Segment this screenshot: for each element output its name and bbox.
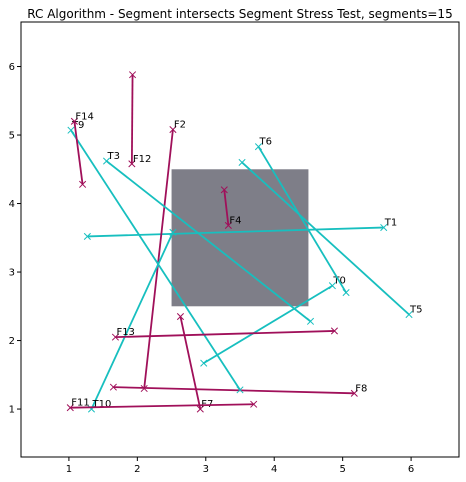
- segment-label: T9: [71, 120, 84, 131]
- y-tick-label: 5: [9, 131, 15, 142]
- segment-label: T5: [409, 305, 422, 316]
- segment-f4: F4: [220, 186, 241, 230]
- segment-line: [223, 189, 230, 226]
- segment-f14: F14: [70, 111, 94, 188]
- segment-endpoint-marker: [196, 405, 204, 413]
- segment-line: [70, 129, 241, 391]
- segment-endpoint-marker: [111, 333, 119, 341]
- segment-endpoint-marker: [83, 232, 91, 240]
- chart-title: RC Algorithm - Segment intersects Segmen…: [27, 7, 452, 21]
- axis-ticks: 1 2 3 4 5 6 1 2 3 4 5 6: [9, 62, 415, 475]
- segment-line: [179, 316, 202, 410]
- segment-endpoint-marker: [238, 158, 246, 166]
- segment-endpoint-marker: [102, 157, 111, 165]
- segment-line: [105, 160, 312, 323]
- segment-line: [73, 121, 84, 185]
- segment-endpoint-marker: [254, 143, 263, 151]
- segment-t6: T6: [254, 137, 350, 297]
- segment-label: F13: [116, 327, 134, 338]
- segment-endpoint-marker: [342, 289, 350, 297]
- segment-label: T3: [107, 151, 120, 162]
- segment-line: [257, 146, 347, 294]
- segment-endpoint-marker: [79, 180, 87, 188]
- segment-endpoint-marker: [200, 359, 208, 367]
- segment-f8: F8: [109, 383, 367, 397]
- segment-f11: F11: [66, 398, 258, 412]
- x-tick-label: 2: [134, 464, 140, 475]
- segment-endpoint-marker: [405, 310, 413, 319]
- y-tick-label: 3: [9, 268, 15, 279]
- segment-endpoint-marker: [128, 160, 136, 168]
- segment-line: [113, 386, 355, 395]
- segment-endpoint-marker: [169, 228, 177, 236]
- segment-label: F8: [355, 383, 367, 394]
- x-tick-label: 3: [203, 464, 209, 475]
- segment-label: F14: [75, 111, 93, 122]
- segment-line: [130, 74, 134, 164]
- segment-endpoint-marker: [220, 186, 228, 194]
- segment-label: F2: [174, 120, 186, 131]
- segment-label: T1: [384, 218, 397, 229]
- segment-f7: F7: [176, 313, 213, 413]
- segment-endpoint-marker: [350, 389, 358, 397]
- segment-label: T6: [258, 137, 271, 148]
- segment-line: [90, 231, 174, 410]
- segment-label: F4: [229, 215, 241, 226]
- segment-endpoint-marker: [66, 404, 74, 412]
- segment-endpoint-marker: [328, 282, 336, 290]
- y-tick-label: 1: [9, 405, 15, 416]
- segment-label: T10: [91, 399, 111, 410]
- segment-endpoint-marker: [330, 327, 338, 335]
- segment-label: F12: [133, 154, 151, 165]
- segment-endpoint-marker: [250, 400, 258, 408]
- query-rectangle: [171, 169, 309, 307]
- segment-t10: T10: [87, 228, 177, 413]
- y-tick-label: 6: [9, 62, 15, 73]
- segment-endpoint-marker: [176, 313, 185, 321]
- segment-endpoint-marker: [109, 383, 117, 391]
- segment-line: [70, 403, 254, 409]
- segment-f12: F12: [128, 71, 151, 168]
- y-tick-label: 4: [9, 199, 15, 210]
- segment-endpoint-marker: [380, 223, 388, 232]
- segment-endpoint-marker: [169, 125, 177, 134]
- segment-line: [241, 161, 410, 316]
- plot-area-frame: [20, 21, 460, 458]
- segment-endpoint-marker: [67, 126, 75, 134]
- segment-endpoint-marker: [70, 117, 78, 125]
- segment-f13: F13: [111, 327, 338, 341]
- segment-t5: T5: [238, 158, 423, 319]
- x-tick-label: 1: [66, 464, 72, 475]
- segment-endpoint-marker: [128, 71, 137, 79]
- x-tick-label: 4: [271, 464, 277, 475]
- segment-t3: T3: [102, 151, 315, 325]
- segment-t1: T1: [83, 218, 397, 240]
- x-tick-label: 6: [408, 464, 414, 475]
- y-tick-label: 2: [9, 336, 15, 347]
- segment-line: [143, 129, 174, 389]
- segment-line: [87, 226, 384, 238]
- segment-line: [115, 330, 335, 339]
- x-tick-label: 5: [339, 464, 345, 475]
- segment-t9: T9: [67, 120, 244, 394]
- segment-endpoint-marker: [236, 386, 244, 394]
- segment-label: F11: [71, 398, 89, 409]
- segment-endpoint-marker: [306, 317, 315, 325]
- plot-area: T0T1F2T3F4T5T6F7F8T9T10F11F12F13F14: [66, 71, 423, 413]
- segment-line: [203, 284, 333, 364]
- segment-endpoint-marker: [224, 221, 232, 230]
